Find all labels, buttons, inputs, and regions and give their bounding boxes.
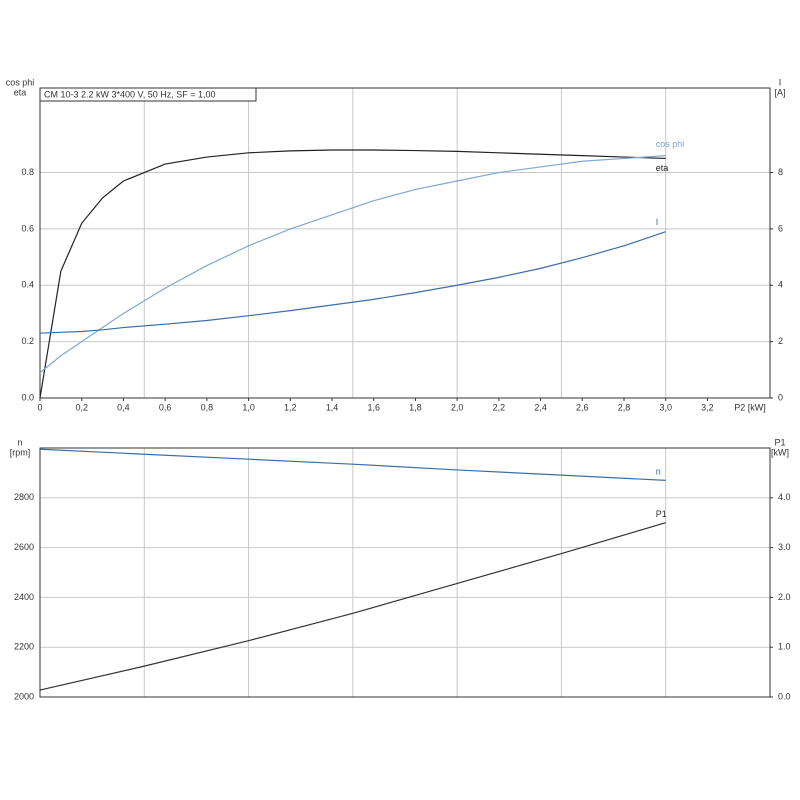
series-line bbox=[39, 448, 666, 481]
x-tick-label: 2,2 bbox=[493, 402, 506, 412]
y2-axis-label: [A] bbox=[774, 87, 785, 97]
series-label: cos phi bbox=[656, 139, 685, 149]
x-tick-label: 0,4 bbox=[117, 402, 130, 412]
y-axis-label: cos phi bbox=[6, 77, 35, 87]
series-line bbox=[39, 522, 666, 691]
chart-title: CM 10-3 2.2 kW 3*400 V, 50 Hz, SF = 1,00 bbox=[44, 89, 216, 99]
y2-axis-label: P1 bbox=[774, 437, 785, 447]
y2-tick-label: 0 bbox=[778, 392, 783, 402]
y2-tick-label: 2.0 bbox=[778, 592, 791, 602]
series-line bbox=[39, 231, 666, 334]
x-tick-label: 2,6 bbox=[576, 402, 589, 412]
y-tick-label: 2800 bbox=[14, 492, 34, 502]
x-tick-label: 0,2 bbox=[75, 402, 88, 412]
y2-tick-label: 2 bbox=[778, 336, 783, 346]
y-tick-label: 2400 bbox=[14, 592, 34, 602]
y-tick-label: 2600 bbox=[14, 542, 34, 552]
y2-tick-label: 0.0 bbox=[778, 691, 791, 701]
x-tick-label: 1,2 bbox=[284, 402, 297, 412]
series-label: I bbox=[656, 217, 659, 227]
y2-tick-label: 8 bbox=[778, 167, 783, 177]
series-label: eta bbox=[656, 163, 669, 173]
y-tick-label: 0.0 bbox=[21, 392, 34, 402]
y2-axis-label: [kW] bbox=[771, 447, 789, 457]
x-tick-label: 3,2 bbox=[701, 402, 714, 412]
y-axis-label: eta bbox=[14, 87, 27, 97]
plot-frame bbox=[39, 87, 771, 399]
series-line bbox=[39, 149, 666, 399]
x-tick-label: 2,8 bbox=[618, 402, 631, 412]
x-tick-label: 2,4 bbox=[534, 402, 547, 412]
y2-tick-label: 3.0 bbox=[778, 542, 791, 552]
x-tick-label: 1,8 bbox=[409, 402, 422, 412]
y2-tick-label: 1.0 bbox=[778, 642, 791, 652]
x-tick-label: 2,0 bbox=[451, 402, 464, 412]
x-tick-label: 1,0 bbox=[242, 402, 255, 412]
plot-frame bbox=[39, 447, 771, 698]
y-axis-label: [rpm] bbox=[10, 447, 31, 457]
y-tick-label: 0.6 bbox=[21, 223, 34, 233]
x-tick-label: 3,0 bbox=[659, 402, 672, 412]
y-tick-label: 0.8 bbox=[21, 167, 34, 177]
series-label: P1 bbox=[656, 509, 667, 519]
y-tick-label: 0.2 bbox=[21, 336, 34, 346]
y-tick-label: 0.4 bbox=[21, 280, 34, 290]
x-tick-label: 0,8 bbox=[201, 402, 214, 412]
y-tick-label: 2200 bbox=[14, 642, 34, 652]
y-tick-label: 2000 bbox=[14, 691, 34, 701]
y2-axis-label: I bbox=[779, 77, 782, 87]
title-box bbox=[39, 87, 257, 102]
y2-tick-label: 6 bbox=[778, 223, 783, 233]
y-axis-label: n bbox=[17, 437, 22, 447]
x-tick-label: 0,6 bbox=[159, 402, 172, 412]
x-axis-label: P2 [kW] bbox=[734, 402, 766, 412]
series-label: n bbox=[656, 467, 661, 477]
x-tick-label: 0 bbox=[37, 402, 42, 412]
x-tick-label: 1,4 bbox=[326, 402, 339, 412]
x-tick-label: 1,6 bbox=[367, 402, 380, 412]
y2-tick-label: 4.0 bbox=[778, 492, 791, 502]
y2-tick-label: 4 bbox=[778, 280, 783, 290]
